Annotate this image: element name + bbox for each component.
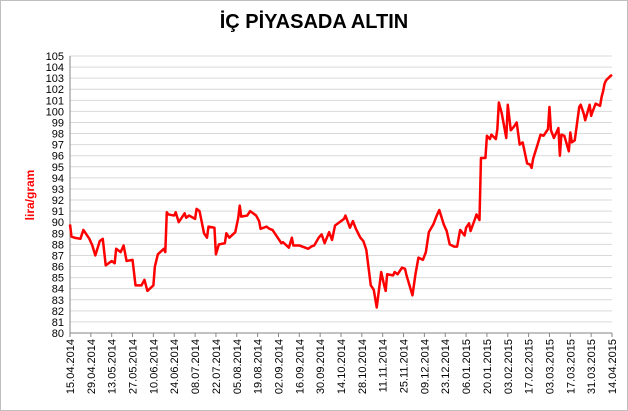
y-tick-label: 81: [52, 317, 64, 329]
y-tick-label: 93: [52, 184, 64, 196]
y-tick-label: 98: [52, 129, 64, 141]
y-axis-title: lira/gram: [23, 170, 37, 221]
y-tick-label: 80: [52, 328, 64, 340]
x-tick-label: 09.12.2014: [419, 339, 431, 394]
chart-title: İÇ PİYASADA ALTIN: [220, 10, 409, 33]
y-tick-label: 102: [46, 84, 64, 96]
x-tick-label: 14.04.2015: [607, 339, 619, 394]
x-tick-label: 13.05.2014: [107, 339, 119, 394]
x-tick-label: 11.11.2014: [378, 339, 390, 392]
x-tick-label: 17.03.2015: [565, 339, 577, 394]
x-tick-label: 20.01.2015: [482, 339, 494, 394]
x-tick-label: 03.02.2015: [503, 339, 515, 394]
y-tick-label: 100: [46, 106, 64, 118]
price-line: [68, 73, 613, 309]
y-tick-label: 90: [52, 217, 64, 229]
x-tick-label: 17.02.2015: [524, 339, 536, 394]
y-tick-label: 103: [46, 73, 64, 85]
x-tick-label: 30.09.2014: [315, 339, 327, 394]
x-tick-label: 23.12.2014: [440, 339, 452, 394]
x-tick-label: 02.09.2014: [273, 339, 285, 394]
y-tick-label: 95: [52, 162, 64, 174]
y-tick-label: 83: [52, 295, 64, 307]
y-tick-label: 105: [46, 51, 64, 63]
y-tick-label: 82: [52, 306, 64, 318]
x-tick-label: 28.10.2014: [357, 339, 369, 394]
y-tick-label: 94: [52, 173, 64, 185]
y-tick-label: 91: [52, 206, 64, 218]
y-tick-label: 86: [52, 262, 64, 274]
x-tick-label: 24.06.2014: [169, 339, 181, 394]
y-tick-label: 87: [52, 250, 64, 262]
x-tick-label: 08.07.2014: [190, 339, 202, 394]
y-tick-label: 88: [52, 239, 64, 251]
x-tick-label: 25.11.2014: [399, 339, 411, 393]
y-tick-label: 97: [52, 140, 64, 152]
x-tick-label: 22.07.2014: [211, 339, 223, 394]
y-tick-label: 101: [46, 95, 64, 107]
y-tick-label: 89: [52, 228, 64, 240]
x-tick-label: 19.08.2014: [253, 339, 265, 394]
y-tick-label: 84: [52, 284, 64, 296]
y-tick-label: 104: [46, 62, 64, 74]
x-tick-label: 27.05.2014: [128, 339, 140, 394]
x-tick-label: 05.08.2014: [232, 339, 244, 394]
x-tick-label: 10.06.2014: [148, 339, 160, 394]
y-tick-label: 99: [52, 117, 64, 129]
x-tick-label: 15.04.2014: [65, 339, 77, 394]
x-tick-label: 16.09.2014: [294, 339, 306, 394]
x-tick-label: 14.10.2014: [336, 339, 348, 394]
x-tick-label: 31.03.2015: [586, 339, 598, 394]
y-tick-label: 92: [52, 195, 64, 207]
y-tick-label: 96: [52, 151, 64, 163]
x-tick-label: 03.03.2015: [544, 339, 556, 394]
y-tick-label: 85: [52, 273, 64, 285]
x-tick-label: 29.04.2014: [86, 339, 98, 394]
x-tick-label: 06.01.2015: [461, 339, 473, 394]
